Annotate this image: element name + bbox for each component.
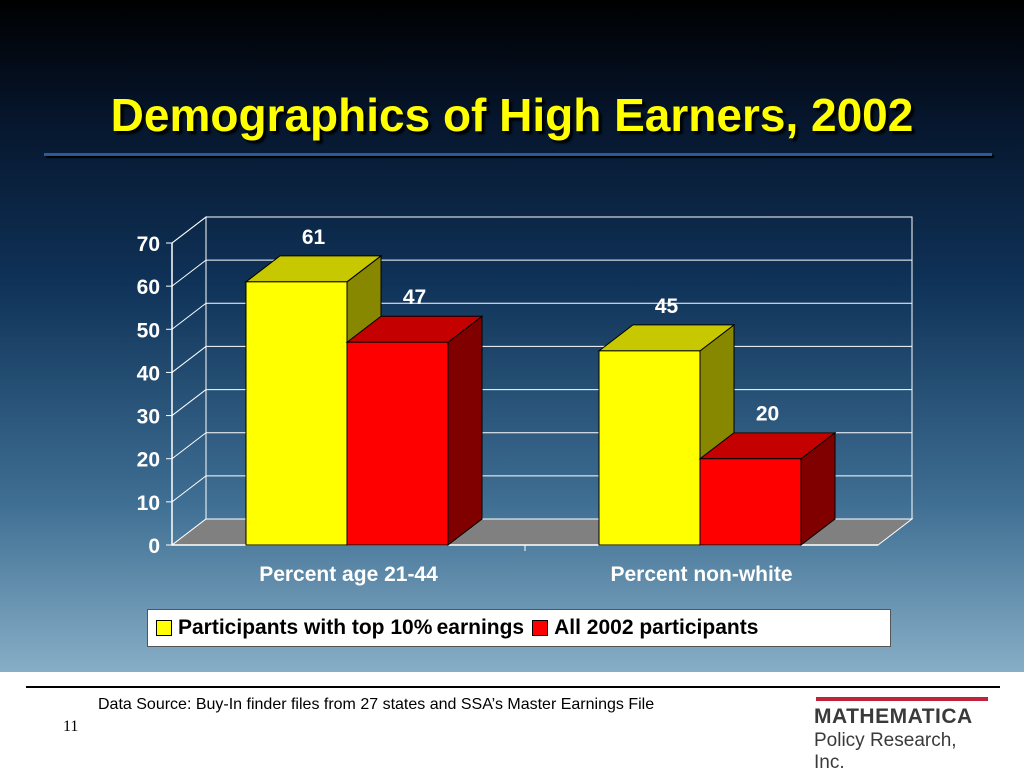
data-source-note: Data Source: Buy-In finder files from 27…: [98, 696, 655, 713]
page-number: 11: [63, 718, 79, 735]
y-tick-label: 50: [137, 319, 160, 342]
gridline-side: [171, 302, 207, 330]
bar: [699, 458, 802, 546]
logo-accent-bar: [816, 697, 988, 701]
data-label: 61: [302, 226, 326, 249]
logo-wordmark: MATHEMATICA: [814, 705, 973, 728]
y-tick-label: 60: [137, 276, 160, 299]
y-tick-label: 70: [137, 233, 160, 256]
y-tick-label: 40: [137, 362, 160, 385]
gridline-side: [171, 432, 207, 460]
y-tick-label: 0: [148, 535, 160, 558]
logo-subtitle: Policy Research, Inc.: [814, 730, 957, 773]
bar: [245, 281, 348, 546]
chart-legend: Participants with top 10% earnings All 2…: [147, 609, 891, 647]
legend-label-series-1: Participants with top 10% earnings: [178, 616, 525, 639]
x-category-label: Percent age 21-44: [259, 563, 438, 586]
bar-side: [447, 315, 483, 547]
legend-item-series-1: Participants with top 10% earnings: [156, 616, 524, 640]
chart-bars: [244, 254, 837, 547]
data-label: 20: [756, 403, 779, 426]
chart-axes: 0 10 20 30 40 50 60 70 Percent age 21-44 Percent …: [137, 233, 878, 586]
chart-side-wall: [171, 215, 207, 547]
y-tick-label: 30: [137, 406, 160, 429]
mathematica-logo: MATHEMATICA Policy Research, Inc.: [810, 697, 990, 773]
chart-labels: 61 47 45 20: [302, 226, 779, 426]
gridline-side: [171, 389, 207, 416]
y-tick-label: 20: [137, 449, 160, 472]
gridline-side: [171, 475, 207, 503]
slide-background: [0, 0, 1024, 672]
y-tick-label: 10: [137, 492, 160, 515]
gridline-side: [171, 346, 207, 373]
bar: [346, 341, 449, 546]
legend-swatch-yellow: [156, 620, 172, 636]
legend-label-series-2: All 2002 participants: [554, 616, 759, 639]
data-label: 45: [655, 295, 679, 318]
bar: [598, 350, 701, 546]
title-underline: [44, 153, 992, 156]
legend-swatch-red: [532, 620, 549, 636]
slide-title: Demographics of High Earners, 2002: [110, 89, 914, 141]
legend-item-series-2: All 2002 participants: [532, 616, 758, 640]
gridline-side: [171, 216, 207, 244]
data-label: 47: [403, 286, 426, 309]
footer-divider: [26, 686, 1000, 688]
gridline-side: [171, 259, 207, 287]
x-category-label: Percent non-white: [610, 563, 792, 586]
bar-chart: 0 10 20 30 40 50 60 70 Percent age 21-44 Percent …: [137, 215, 912, 586]
